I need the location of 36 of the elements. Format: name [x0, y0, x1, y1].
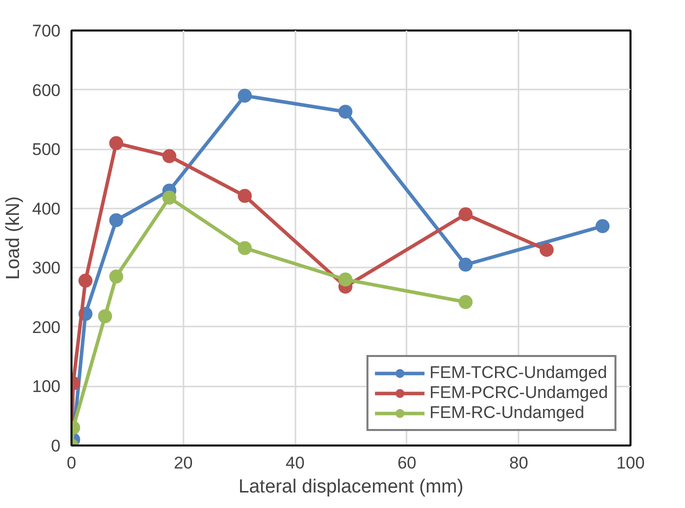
x-tick-label: 0	[66, 454, 76, 472]
x-tick-label: 40	[286, 454, 305, 472]
x-tick-label: 60	[397, 454, 416, 472]
point	[238, 188, 252, 203]
point	[458, 207, 473, 222]
x-axis-title: Lateral displacement (mm)	[238, 476, 464, 498]
legend-label: FEM-RC-Undamged	[429, 403, 584, 423]
legend-label: FEM-TCRC-Undamged	[429, 363, 608, 383]
point	[238, 241, 252, 256]
point	[338, 272, 352, 286]
y-tick-label: 600	[32, 80, 61, 100]
y-tick-label: 400	[32, 199, 61, 218]
legend-label: FEM-PCRC-Undamged	[429, 383, 608, 403]
point	[596, 219, 610, 234]
point	[98, 309, 112, 324]
y-tick-label: 500	[32, 140, 61, 160]
y-tick-label: 200	[32, 318, 61, 337]
x-tick-label: 20	[174, 454, 193, 472]
y-axis-title: Load (kN)	[3, 196, 24, 280]
point	[162, 149, 176, 164]
y-tick-label: 700	[32, 22, 61, 40]
y-tick-label: 0	[51, 436, 61, 456]
point	[162, 190, 176, 205]
point	[78, 274, 92, 288]
y-tick-label: 100	[32, 377, 61, 396]
y-tick-label: 300	[32, 258, 61, 278]
point	[458, 258, 473, 272]
point	[109, 213, 124, 228]
point	[458, 295, 473, 310]
point	[338, 104, 352, 119]
x-tick-label: 80	[509, 454, 528, 472]
point	[238, 88, 252, 103]
point	[109, 136, 124, 150]
x-tick-label: 100	[616, 454, 645, 472]
point	[109, 270, 124, 284]
point	[540, 242, 554, 257]
